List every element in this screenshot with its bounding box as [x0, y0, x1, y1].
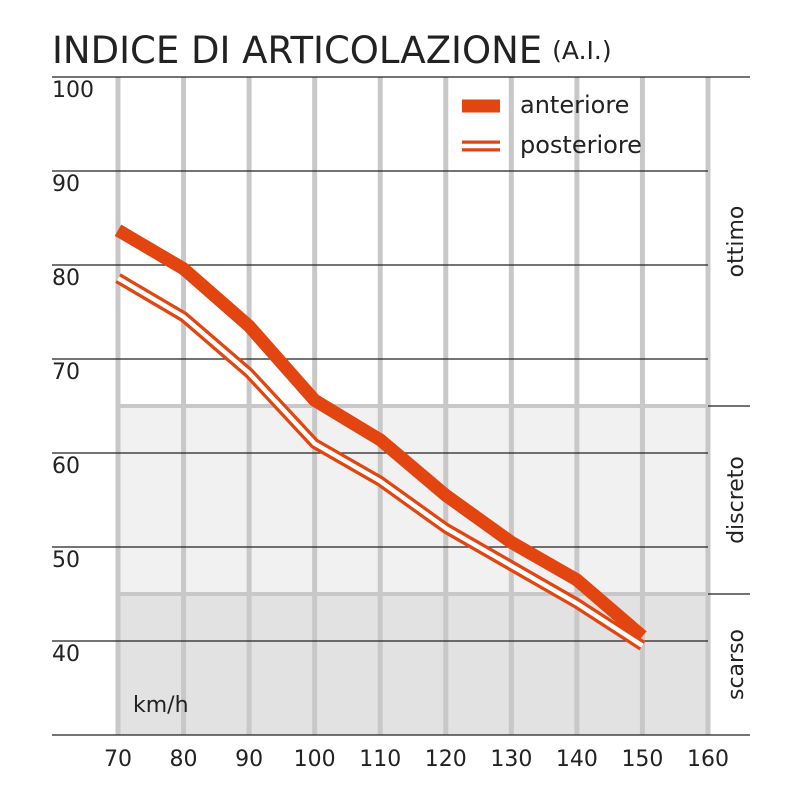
x-tick-label: 90: [235, 747, 263, 772]
band-label: ottimo: [724, 206, 749, 278]
x-tick-label: 160: [687, 747, 729, 772]
x-tick-label: 130: [490, 747, 532, 772]
chart-title: INDICE DI ARTICOLAZIONE (A.I.): [52, 29, 612, 72]
series-line-inner: [116, 276, 644, 648]
band: [118, 594, 708, 735]
y-tick-label: 50: [52, 548, 80, 573]
x-tick-label: 70: [104, 747, 132, 772]
y-tick-label: 80: [52, 266, 80, 291]
x-axis-label: km/h: [133, 693, 189, 718]
y-tick-label: 40: [52, 642, 80, 667]
series-line: [114, 224, 647, 642]
legend-label: posteriore: [520, 131, 642, 159]
y-tick-label: 60: [52, 454, 80, 479]
legend-label: anteriore: [520, 91, 629, 119]
band: [118, 77, 708, 406]
y-tick-label: 100: [52, 78, 94, 103]
x-tick-label: 110: [359, 747, 401, 772]
band-label: scarso: [724, 629, 749, 700]
band-label: discreto: [724, 456, 749, 544]
y-tick-label: 70: [52, 360, 80, 385]
x-tick-label: 140: [556, 747, 598, 772]
x-tick-label: 150: [621, 747, 663, 772]
x-tick-label: 100: [294, 747, 336, 772]
x-tick-label: 120: [425, 747, 467, 772]
y-tick-label: 90: [52, 172, 80, 197]
x-tick-label: 80: [170, 747, 198, 772]
